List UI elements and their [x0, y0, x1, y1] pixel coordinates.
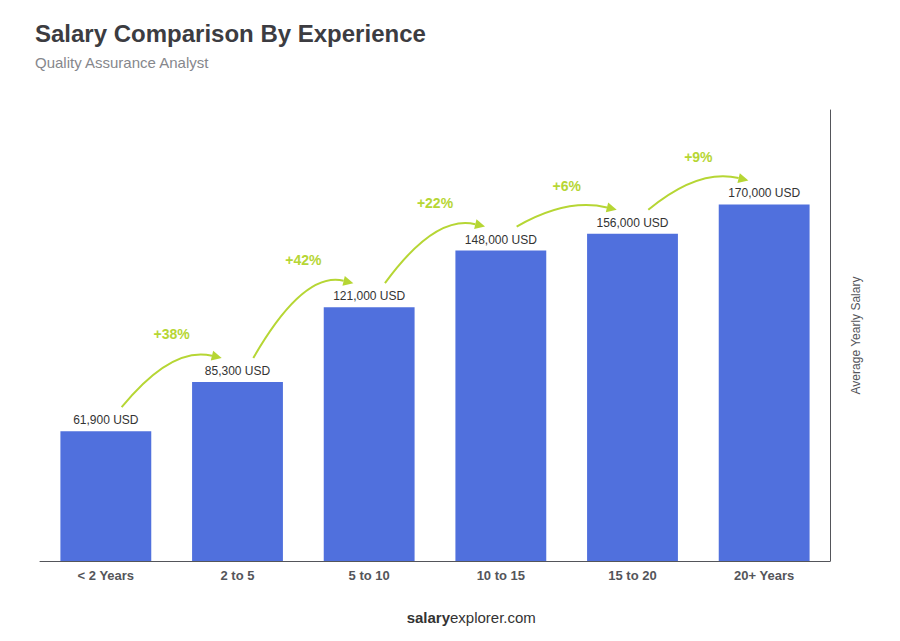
svg-text:+22%: +22%	[417, 195, 454, 211]
svg-text:156,000 USD: 156,000 USD	[596, 216, 668, 230]
svg-text:85,300 USD: 85,300 USD	[205, 364, 271, 378]
svg-text:+38%: +38%	[154, 326, 191, 342]
svg-text:5 to 10: 5 to 10	[349, 568, 390, 583]
svg-text:170,000 USD: 170,000 USD	[728, 186, 800, 200]
svg-text:61,900 USD: 61,900 USD	[73, 413, 139, 427]
svg-text:Average Yearly Salary: Average Yearly Salary	[849, 277, 863, 395]
svg-text:Salary Comparison By Experienc: Salary Comparison By Experience	[35, 20, 426, 47]
svg-text:10 to 15: 10 to 15	[477, 568, 525, 583]
svg-text:15 to 20: 15 to 20	[608, 568, 656, 583]
svg-text:< 2 Years: < 2 Years	[78, 568, 135, 583]
svg-text:20+ Years: 20+ Years	[734, 568, 794, 583]
svg-text:explorer.com: explorer.com	[450, 609, 536, 626]
svg-text:121,000 USD: 121,000 USD	[333, 289, 405, 303]
svg-text:Quality Assurance Analyst: Quality Assurance Analyst	[35, 54, 209, 71]
svg-text:2 to 5: 2 to 5	[221, 568, 255, 583]
svg-text:+9%: +9%	[684, 149, 713, 165]
svg-text:148,000 USD: 148,000 USD	[465, 233, 537, 247]
svg-text:salary: salary	[407, 609, 451, 626]
svg-text:+42%: +42%	[285, 252, 322, 268]
svg-text:+6%: +6%	[552, 178, 581, 194]
